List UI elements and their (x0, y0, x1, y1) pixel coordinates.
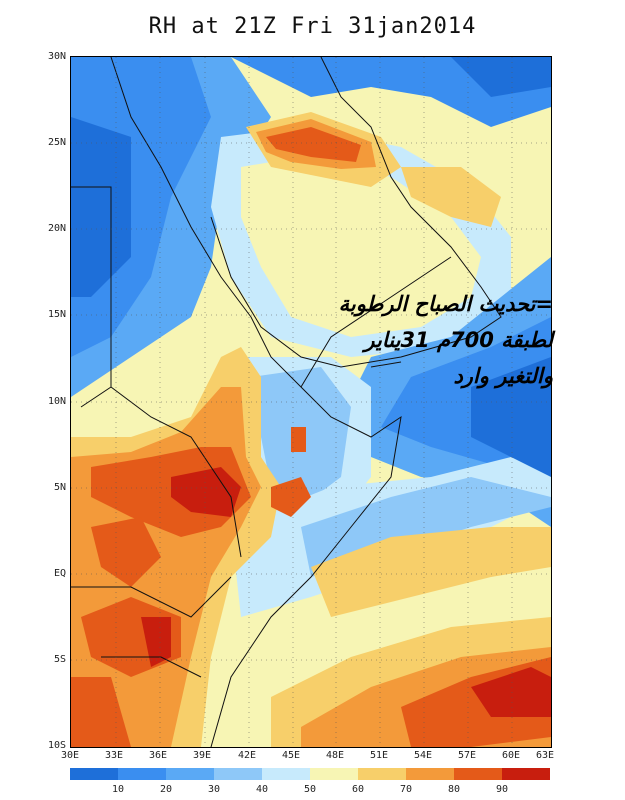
color-scale-bar (70, 768, 550, 780)
color-tick-label: 70 (399, 784, 413, 795)
lon-label: 39E (192, 750, 212, 761)
color-swatch (406, 768, 454, 780)
lon-label: 30E (60, 750, 80, 761)
color-tick-label: 90 (495, 784, 509, 795)
color-swatch (358, 768, 406, 780)
color-tick-label: 60 (351, 784, 365, 795)
map-title: RH at 21Z Fri 31jan2014 (148, 14, 477, 39)
lon-label: 33E (104, 750, 124, 761)
color-swatch (118, 768, 166, 780)
color-tick-label: 10 (111, 784, 125, 795)
lon-label: 36E (148, 750, 168, 761)
lat-label: 5N (53, 482, 66, 493)
annotation-line-2: لطبقة 700م 31يناير (364, 328, 553, 352)
lon-label: 51E (369, 750, 389, 761)
color-swatch (262, 768, 310, 780)
color-swatch (166, 768, 214, 780)
lon-label: 48E (325, 750, 345, 761)
annotation-line-1: =تحديث الصباح الرطوبة (338, 292, 553, 316)
lat-label: 10N (47, 396, 66, 407)
annotation-line-3: والتغير وارد (453, 364, 553, 388)
lat-label: 25N (47, 137, 66, 148)
color-tick-label: 80 (447, 784, 461, 795)
lon-label: 54E (413, 750, 433, 761)
lat-label: 10S (47, 740, 66, 751)
arabic-annotation: =تحديث الصباح الرطوبة لطبقة 700م 31يناير… (293, 286, 553, 394)
color-swatch (454, 768, 502, 780)
lon-label: 60E (501, 750, 521, 761)
lon-label: 42E (237, 750, 257, 761)
color-tick-label: 30 (207, 784, 221, 795)
lat-label: 15N (47, 309, 66, 320)
lon-label: 57E (457, 750, 477, 761)
lat-label: 5S (53, 654, 66, 665)
lat-label: 20N (47, 223, 66, 234)
color-swatch (214, 768, 262, 780)
color-tick-label: 20 (159, 784, 173, 795)
lon-label: 63E (535, 750, 555, 761)
lon-label: 45E (281, 750, 301, 761)
color-swatch (502, 768, 550, 780)
color-swatch (310, 768, 358, 780)
lat-label: 30N (47, 51, 66, 62)
rh-map (70, 56, 552, 748)
color-tick-label: 40 (255, 784, 269, 795)
lat-label: EQ (53, 568, 66, 579)
rh-field (71, 57, 551, 747)
color-tick-label: 50 (303, 784, 317, 795)
color-swatch (70, 768, 118, 780)
